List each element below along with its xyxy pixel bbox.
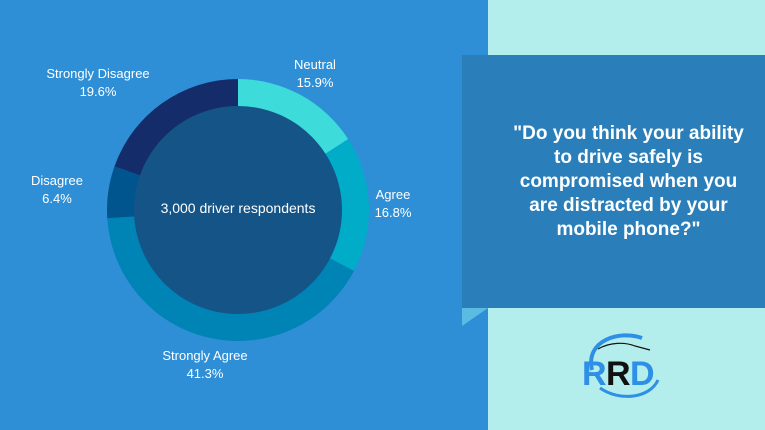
donut-chart xyxy=(107,79,370,341)
question-text: "Do you think your ability to drive safe… xyxy=(513,122,744,240)
slice-name: Strongly Disagree xyxy=(46,66,150,81)
slice-percent: 15.9% xyxy=(296,75,334,90)
slice-name: Neutral xyxy=(294,57,336,72)
label-strongly-agree: Strongly Agree 41.3% xyxy=(150,347,260,383)
svg-text:R: R xyxy=(582,355,607,393)
label-strongly-disagree: Strongly Disagree 19.6% xyxy=(37,65,159,101)
donut-hole xyxy=(134,106,342,314)
slice-percent: 16.8% xyxy=(374,205,412,220)
slice-name: Strongly Agree xyxy=(162,348,248,363)
label-agree: Agree 16.8% xyxy=(363,186,423,222)
svg-text:D: D xyxy=(630,355,655,393)
slice-name: Disagree xyxy=(30,173,84,188)
center-label: 3,000 driver respondents xyxy=(160,200,316,216)
question-box: "Do you think your ability to drive safe… xyxy=(462,55,765,308)
slice-percent: 41.3% xyxy=(186,366,224,381)
label-neutral: Neutral 15.9% xyxy=(275,56,355,92)
slice-percent: 6.4% xyxy=(42,191,72,206)
slice-percent: 19.6% xyxy=(79,84,117,99)
question-box-notch xyxy=(462,308,488,326)
slice-name: Agree xyxy=(375,187,411,202)
label-disagree: Disagree 6.4% xyxy=(22,172,92,208)
rrd-logo: R R D xyxy=(582,333,660,398)
svg-text:R: R xyxy=(606,355,631,393)
